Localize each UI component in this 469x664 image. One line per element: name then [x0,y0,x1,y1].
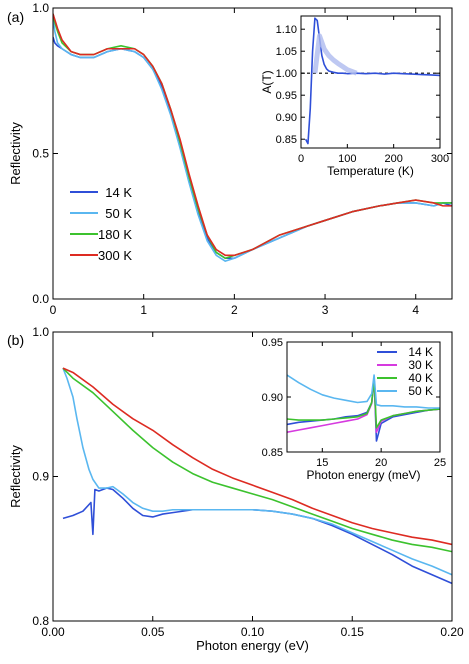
series-group [62,367,452,585]
y-tick-label: 0.95 [276,90,297,102]
x-tick-label: 15 [316,457,328,469]
panel-label: (b) [7,332,24,348]
legend-label: 50 K [408,384,433,398]
x-tick-label: 200 [384,153,402,165]
x-tick-label: 1 [140,303,147,317]
y-tick-label: 1.10 [276,24,297,36]
series-line-0 [304,17,440,145]
panel-0 [52,7,453,300]
legend-label: 180 K [98,227,132,242]
series-line-2 [62,367,452,553]
panel-label: (a) [7,9,24,25]
series-line-3 [53,13,452,257]
series-group [304,17,440,145]
series-line-1 [312,33,358,76]
x-tick-label: 0.00 [41,625,65,639]
x-tick-label: 0.15 [341,625,365,639]
inset-background [287,342,440,452]
y-tick-label: 0.85 [262,447,283,459]
y-tick-label: 0.95 [262,337,283,349]
y-tick-label: 0.90 [262,392,283,404]
legend-label: 50 K [105,206,132,221]
x-tick-label: 3 [322,303,329,317]
y-tick-label: 1.0 [32,1,49,15]
x-axis-label: Photon energy (meV) [306,468,420,482]
x-tick-label: 4 [412,303,419,317]
legend-label: 14 K [105,185,132,200]
y-axis-label: A(T) [260,70,274,93]
x-tick-label: 20 [375,457,387,469]
y-tick-label: 0.5 [32,147,49,161]
series-line-3 [287,374,440,409]
x-tick-label: 300 [431,153,449,165]
panel-3 [286,341,441,453]
series-line-3 [62,367,452,546]
y-tick-label: 0.0 [32,292,49,306]
y-axis-label: Reflectivity [8,122,23,185]
y-tick-label: 0.8 [32,614,49,628]
y-tick-label: 1.0 [32,325,49,339]
x-tick-label: 0 [298,153,304,165]
x-tick-label: 0 [50,303,57,317]
panel-1 [300,15,441,149]
panel-2 [52,331,453,622]
y-axis-label: Reflectivity [8,445,23,508]
y-tick-label: 1.05 [276,46,297,58]
x-axis-label: Photon energy (eV) [196,638,309,653]
y-tick-label: 0.85 [276,134,297,146]
x-tick-label: 100 [338,153,356,165]
series-group [53,13,452,262]
legend-label: 300 K [98,248,132,263]
series-line-1 [62,367,452,576]
x-axis-label: Temperature (K) [327,164,414,178]
inset-background [301,16,440,148]
y-tick-label: 0.90 [276,112,297,124]
x-tick-label: 0.05 [141,625,165,639]
legend-label: 14 K [408,345,433,359]
series-group [287,374,440,442]
x-tick-label: 25 [434,457,446,469]
y-tick-label: 0.9 [32,470,49,484]
x-tick-label: 0.20 [440,625,464,639]
x-tick-label: 0.10 [241,625,265,639]
legend-label: 40 K [408,371,433,385]
y-tick-label: 1.00 [276,68,297,80]
series-line-2 [287,377,440,429]
series-line-0 [62,487,452,585]
axes-frame [300,15,441,149]
x-tick-label: 2 [231,303,238,317]
legend-label: 30 K [408,358,433,372]
